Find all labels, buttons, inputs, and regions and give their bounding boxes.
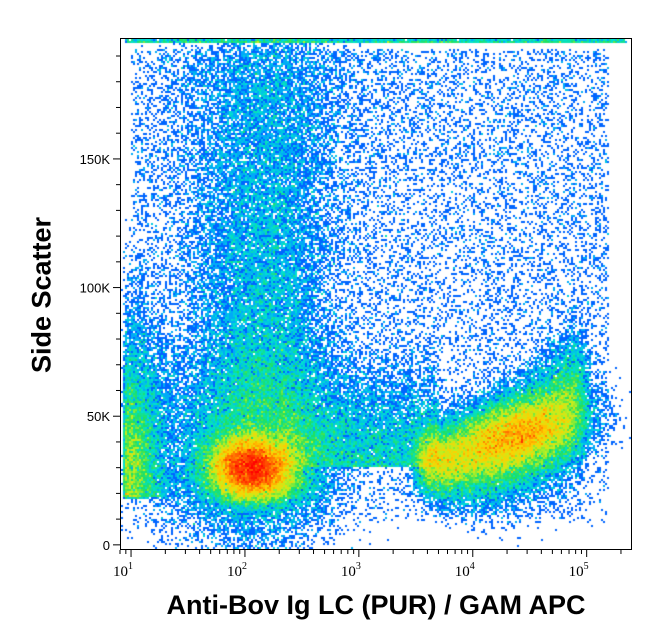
- y-tick-label: 50K: [87, 409, 110, 424]
- x-axis-title: Anti-Bov Ig LC (PUR) / GAM APC: [166, 590, 586, 620]
- x-tick-label: 103: [341, 561, 361, 580]
- plot-area: [120, 38, 632, 550]
- y-axis-title: Side Scatter: [26, 216, 57, 374]
- x-tick-label: 104: [455, 561, 475, 580]
- y-tick-label: 0: [103, 538, 110, 553]
- x-tick-label: 101: [113, 561, 133, 580]
- x-tick-label: 105: [569, 561, 589, 580]
- y-tick-label: 100K: [80, 281, 111, 296]
- y-axis-ticks: 0 50K 100K 150K: [80, 55, 120, 553]
- x-axis-ticks: 101 102 103 104 105: [113, 550, 622, 580]
- x-tick-label: 102: [227, 561, 247, 580]
- density-plot: [121, 39, 631, 549]
- y-tick-label: 150K: [80, 152, 111, 167]
